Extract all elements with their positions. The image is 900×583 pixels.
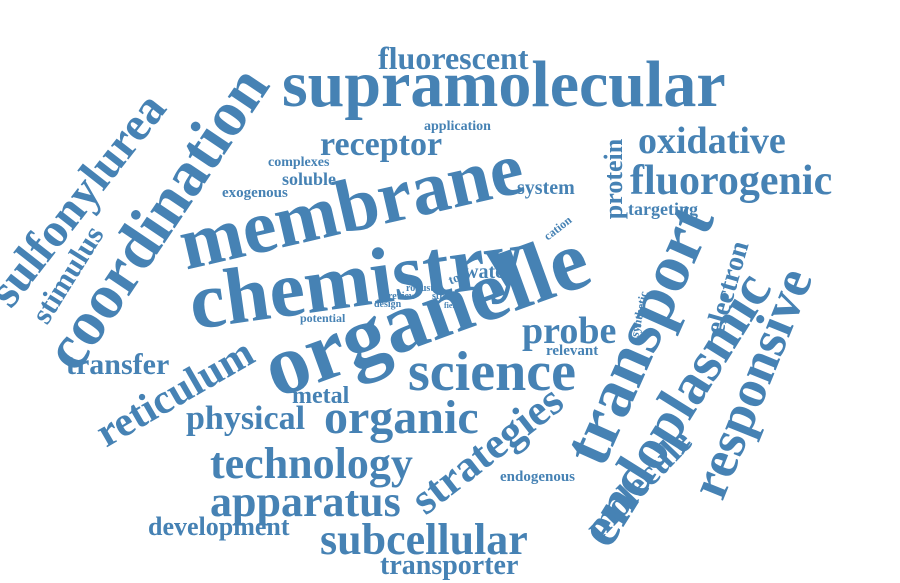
- word-str: str: [432, 291, 444, 302]
- word-relevant: relevant: [546, 343, 599, 359]
- word-apparatus: apparatus: [210, 477, 401, 526]
- word-science: science: [408, 341, 576, 403]
- word-oxidative: oxidative: [638, 120, 786, 162]
- word-review: review: [388, 291, 417, 302]
- word-field: field: [444, 301, 460, 310]
- word-transfer: transfer: [66, 348, 170, 381]
- word-metal: metal: [292, 383, 350, 409]
- word-transporter: transporter: [380, 550, 519, 581]
- word-technology: technology: [210, 439, 413, 488]
- word-water: water: [464, 261, 513, 283]
- word-subcellular: subcellular: [320, 515, 528, 564]
- word-design: design: [374, 299, 402, 310]
- word-endogenous: endogenous: [500, 469, 576, 485]
- word-soluble: soluble: [282, 169, 337, 189]
- word-system: system: [517, 177, 575, 199]
- word-application: application: [424, 119, 491, 134]
- word-organic: organic: [324, 391, 479, 444]
- word-probe: probe: [522, 310, 617, 352]
- word-robust: robust: [406, 283, 434, 294]
- word-potential: potential: [300, 311, 346, 325]
- word-receptor: receptor: [320, 126, 443, 163]
- word-complexes: complexes: [268, 155, 330, 170]
- word-targeting: targeting: [628, 199, 698, 219]
- word-exogenous: exogenous: [222, 185, 288, 201]
- word-fluorogenic: fluorogenic: [630, 158, 833, 204]
- word-protein: protein: [599, 138, 629, 220]
- word-supramolecular: supramolecular: [282, 48, 726, 121]
- word-complex: fluorescent: [378, 40, 529, 76]
- word-development: development: [148, 512, 290, 541]
- word-physical: physical: [186, 400, 306, 437]
